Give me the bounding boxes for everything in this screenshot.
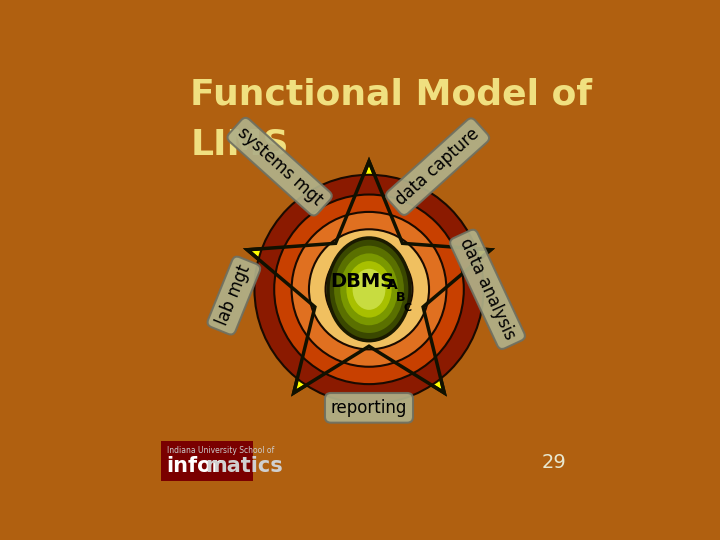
Text: LIMS: LIMS	[190, 127, 289, 161]
Text: matics: matics	[204, 456, 282, 476]
Ellipse shape	[334, 246, 404, 333]
FancyBboxPatch shape	[161, 441, 253, 481]
Text: reporting: reporting	[330, 399, 408, 417]
Text: systems mgt: systems mgt	[233, 124, 325, 210]
Text: data analysis: data analysis	[456, 236, 519, 343]
Text: DBMS: DBMS	[330, 272, 395, 291]
Circle shape	[309, 230, 429, 349]
Text: infor: infor	[166, 456, 222, 476]
Ellipse shape	[353, 269, 385, 310]
Polygon shape	[247, 161, 491, 393]
Text: Functional Model of: Functional Model of	[190, 77, 593, 111]
Text: C: C	[404, 303, 412, 313]
Text: A: A	[387, 278, 397, 292]
Ellipse shape	[328, 238, 410, 341]
Text: lab mgt: lab mgt	[214, 262, 254, 328]
Text: data capture: data capture	[392, 125, 483, 209]
Circle shape	[292, 212, 446, 367]
Ellipse shape	[346, 261, 392, 318]
Circle shape	[254, 175, 484, 404]
Circle shape	[274, 194, 464, 384]
Text: B: B	[395, 291, 405, 304]
Ellipse shape	[341, 253, 397, 325]
Circle shape	[325, 246, 413, 333]
Text: Indiana University School of: Indiana University School of	[167, 446, 274, 455]
Text: 29: 29	[541, 453, 567, 472]
